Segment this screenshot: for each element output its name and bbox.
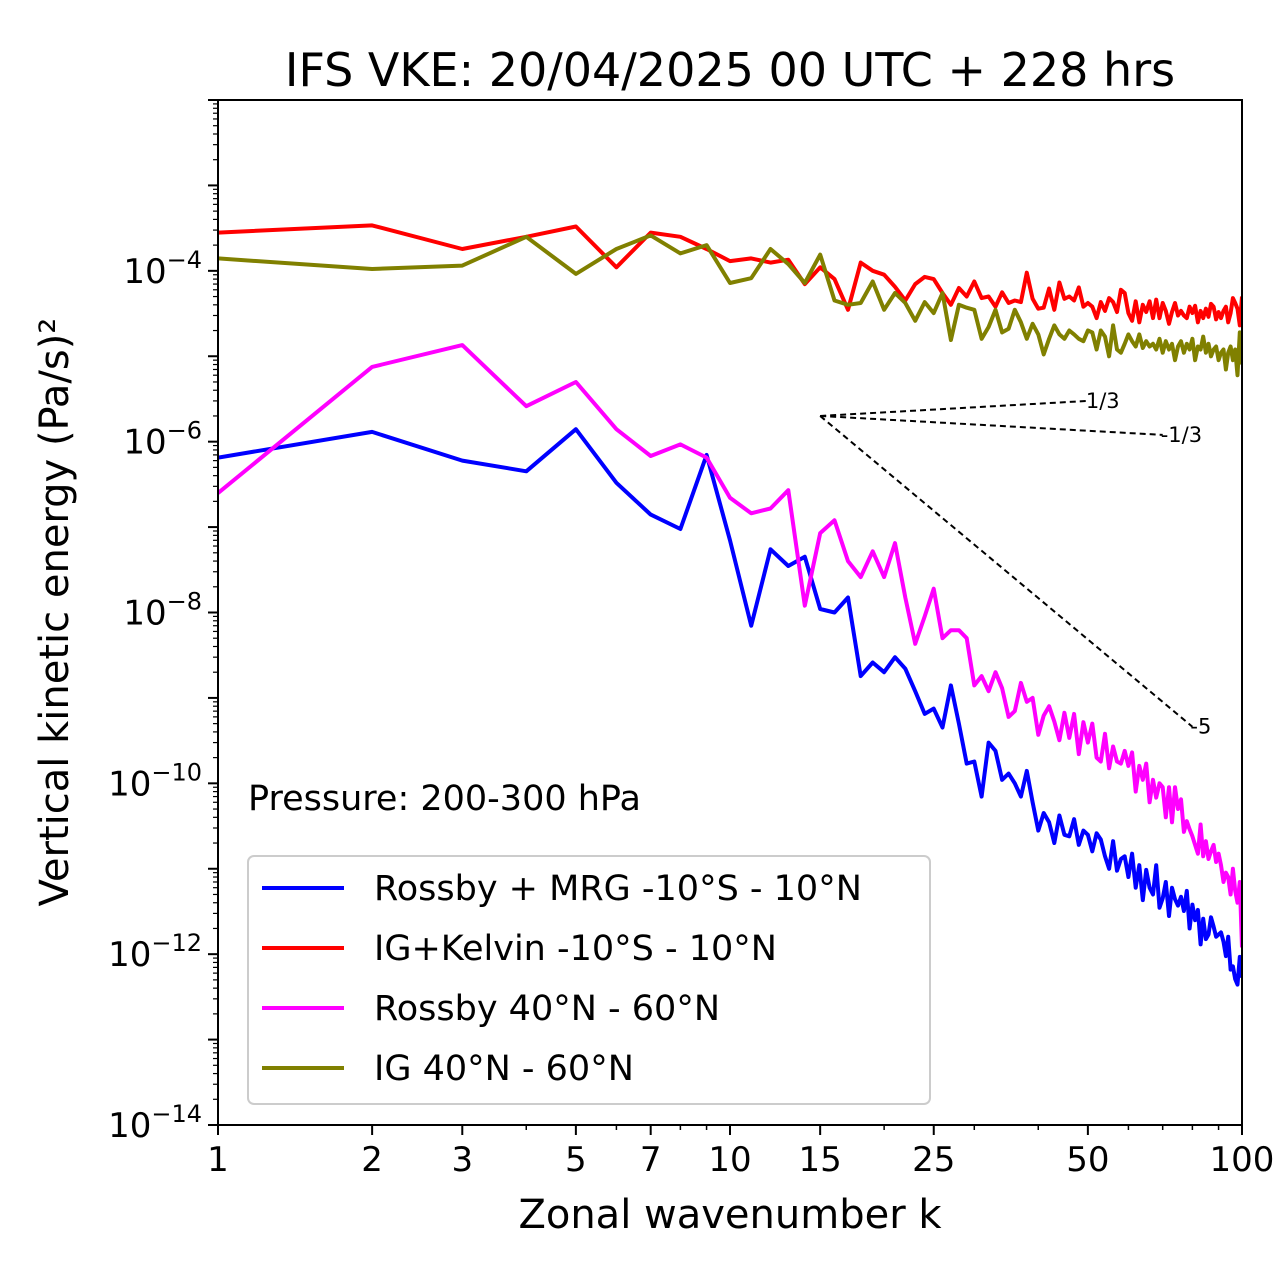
x-tick-label: 5 xyxy=(565,1140,587,1180)
legend-box xyxy=(247,855,931,1105)
x-tick-label: 100 xyxy=(1210,1140,1275,1180)
x-tick-label: 25 xyxy=(912,1140,955,1180)
reference-labels: 1/3 -1/3 -5 xyxy=(1086,389,1211,739)
y-tick-exponent: −6 xyxy=(167,417,202,445)
y-tick-label: 10−12 xyxy=(108,929,202,975)
reference-line-label: -1/3 xyxy=(1161,423,1202,447)
legend-entry-label: IG 40°N - 60°N xyxy=(374,1049,634,1089)
y-tick-exponent: −8 xyxy=(167,588,202,616)
chart-title: IFS VKE: 20/04/2025 00 UTC + 228 hrs xyxy=(285,43,1175,97)
x-tick-label: 1 xyxy=(207,1140,229,1180)
legend-entry-label: Rossby 40°N - 60°N xyxy=(374,989,720,1029)
y-tick-exponent: −10 xyxy=(151,758,202,786)
reference-line-label: 1/3 xyxy=(1086,389,1120,413)
x-tick-label: 10 xyxy=(708,1140,751,1180)
y-tick-label: 10−6 xyxy=(123,417,202,463)
reference-line xyxy=(820,414,1163,436)
reference-lines xyxy=(819,399,1194,728)
y-tick-base: 10 xyxy=(108,935,151,975)
legend-entry-label: Rossby + MRG -10°S - 10°N xyxy=(374,869,862,909)
y-tick-exponent: −12 xyxy=(151,929,202,957)
series-line xyxy=(218,233,1242,378)
y-tick-base: 10 xyxy=(123,423,166,463)
series-line xyxy=(218,343,1242,948)
series-line xyxy=(218,223,1242,328)
x-tick-label: 50 xyxy=(1066,1140,1109,1180)
x-axis-label: Zonal wavenumber k xyxy=(518,1192,942,1238)
y-tick-base: 10 xyxy=(123,252,166,292)
x-tick-label: 15 xyxy=(799,1140,842,1180)
y-tick-label: 10−4 xyxy=(123,246,202,292)
reference-line-label: -5 xyxy=(1190,715,1211,739)
x-axis: 1 2 3 5 7 10 15 25 50 100 xyxy=(207,1125,1274,1180)
y-tick-label: 10−14 xyxy=(108,1100,202,1146)
x-tick-label: 3 xyxy=(451,1140,473,1180)
y-tick-base: 10 xyxy=(108,1106,151,1146)
y-tick-exponent: −4 xyxy=(167,246,202,274)
x-tick-label: 7 xyxy=(640,1140,662,1180)
series-lines xyxy=(218,223,1242,987)
reference-line xyxy=(819,415,1194,728)
y-tick-base: 10 xyxy=(123,594,166,634)
legend-entry-label: IG+Kelvin -10°S - 10°N xyxy=(374,929,777,969)
series-line xyxy=(218,427,1242,987)
y-axis-label: Vertical kinetic energy (Pa/s)² xyxy=(32,318,78,907)
pressure-annotation: Pressure: 200-300 hPa xyxy=(248,779,641,819)
y-tick-base: 10 xyxy=(108,764,151,804)
y-tick-exponent: −14 xyxy=(151,1100,202,1128)
x-tick-label: 2 xyxy=(361,1140,383,1180)
legend: Rossby + MRG -10°S - 10°N IG+Kelvin -10°S… xyxy=(247,855,931,1105)
y-tick-label: 10−8 xyxy=(123,588,202,634)
y-tick-label: 10−10 xyxy=(108,758,202,804)
reference-line xyxy=(820,399,1088,417)
